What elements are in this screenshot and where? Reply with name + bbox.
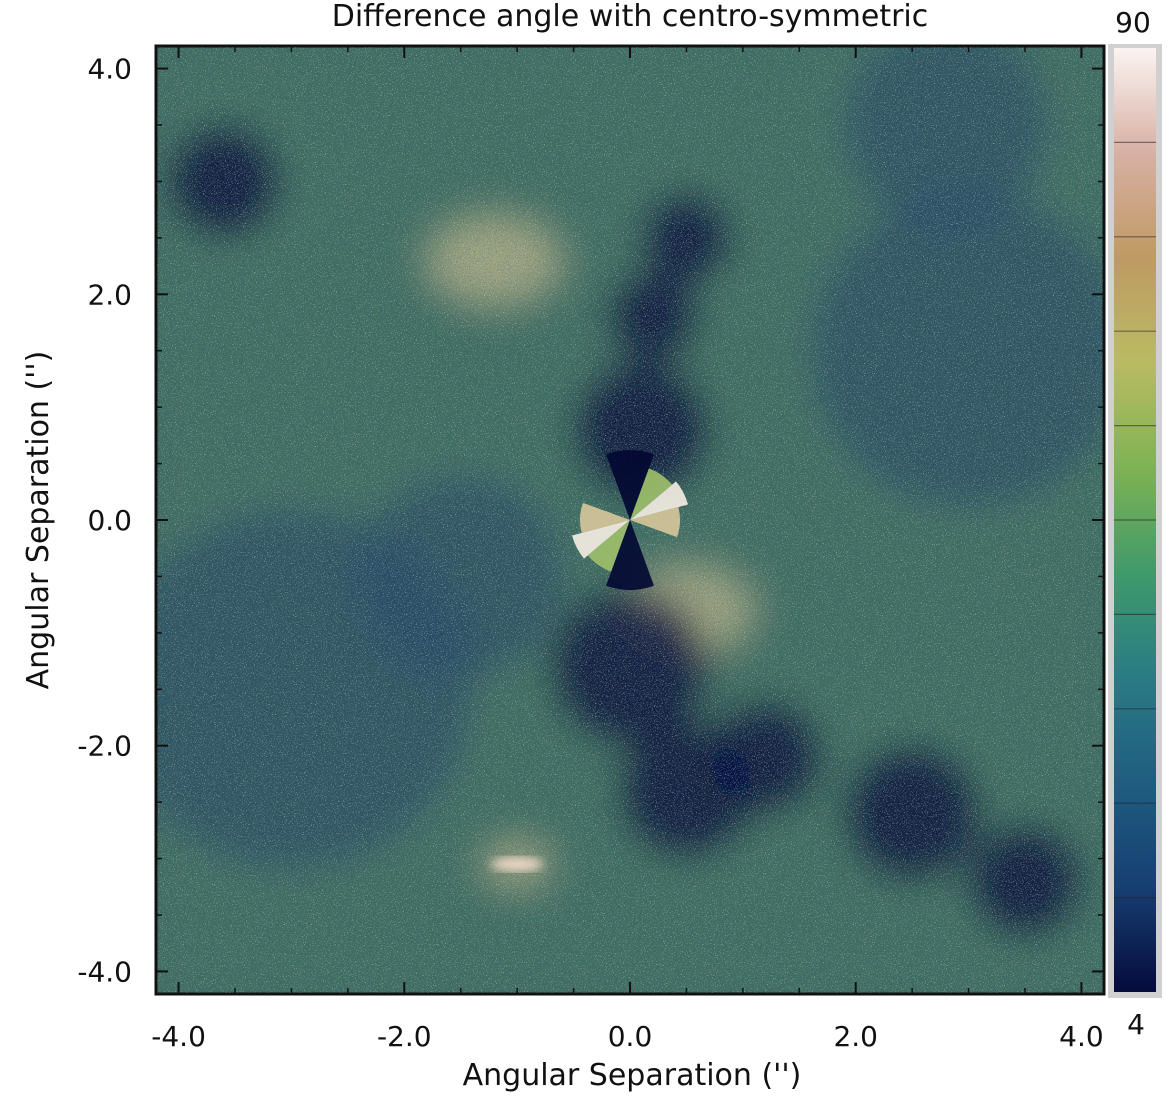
x-tick-label: 0.0	[608, 1020, 653, 1053]
x-tick-label: 2.0	[833, 1020, 878, 1053]
y-tick-label: 4.0	[87, 53, 132, 86]
chart-title: Difference angle with centro-symmetric	[332, 0, 929, 34]
x-axis-label: Angular Separation ('')	[463, 1058, 802, 1093]
center-lobe-tan	[630, 507, 680, 538]
center-lobe-bright	[572, 520, 630, 559]
center-lobe-green	[630, 468, 673, 520]
center-lobe-bright	[630, 481, 688, 520]
center-lobe-dark	[606, 520, 654, 590]
x-tick-label: -4.0	[151, 1020, 206, 1053]
y-axis-label: Angular Separation ('')	[21, 351, 56, 690]
y-tick-label: -2.0	[77, 730, 132, 763]
y-tick-label: -4.0	[77, 955, 132, 988]
colorbar-min-label: 4	[1127, 1008, 1145, 1041]
x-tick-label: -2.0	[377, 1020, 432, 1053]
y-tick-label: 0.0	[87, 504, 132, 537]
center-lobe-dark	[606, 450, 654, 520]
colorbar-max-label: 90	[1115, 6, 1151, 39]
colorbar: 90 4	[1108, 6, 1162, 1041]
y-tick-label: 2.0	[87, 278, 132, 311]
x-tick-label: 4.0	[1059, 1020, 1104, 1053]
center-lobe-green	[587, 520, 630, 572]
heatmap-image	[156, 46, 1104, 994]
center-lobe-tan	[580, 502, 630, 533]
bright-streak	[491, 857, 544, 872]
